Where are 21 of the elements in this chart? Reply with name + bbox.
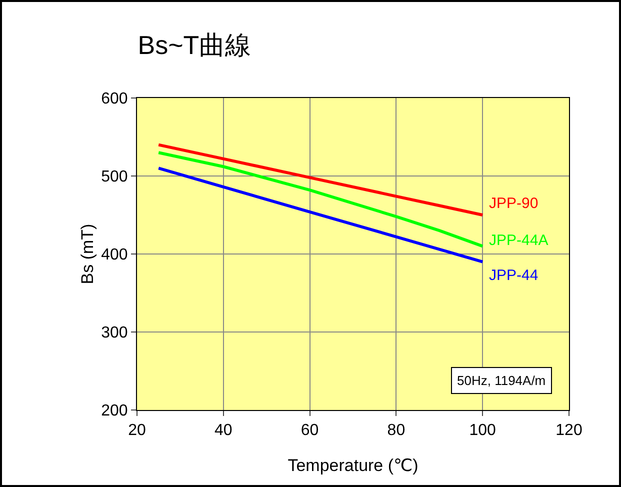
y-tick-label: 400 (101, 246, 128, 264)
y-tick-label: 300 (101, 324, 128, 342)
y-tick-label: 200 (101, 402, 128, 420)
chart-title: Bs~T曲線 (138, 30, 252, 60)
y-tick-label: 500 (101, 168, 128, 186)
x-tick-label: 100 (469, 422, 496, 440)
y-tick-label: 600 (101, 90, 128, 108)
line-series (157, 143, 484, 216)
line-series (157, 151, 484, 248)
series-label: JPP-44 (489, 267, 538, 284)
y-axis-title: Bs (mT) (78, 224, 97, 284)
annotation: 50Hz, 1194A/m (457, 373, 546, 388)
x-axis-title: Temperature (℃) (288, 456, 418, 475)
series-label: JPP-44A (489, 232, 548, 249)
line-series (157, 166, 484, 264)
x-tick-label: 20 (128, 422, 146, 440)
x-tick-label: 120 (556, 422, 582, 440)
x-tick-label: 80 (387, 422, 406, 440)
x-tick-label: 40 (214, 422, 232, 440)
x-tick-label: 60 (300, 422, 319, 440)
series-label: JPP-90 (489, 195, 538, 212)
